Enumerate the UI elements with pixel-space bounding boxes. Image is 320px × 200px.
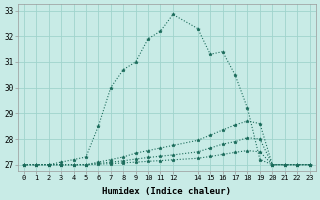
X-axis label: Humidex (Indice chaleur): Humidex (Indice chaleur) (102, 187, 231, 196)
